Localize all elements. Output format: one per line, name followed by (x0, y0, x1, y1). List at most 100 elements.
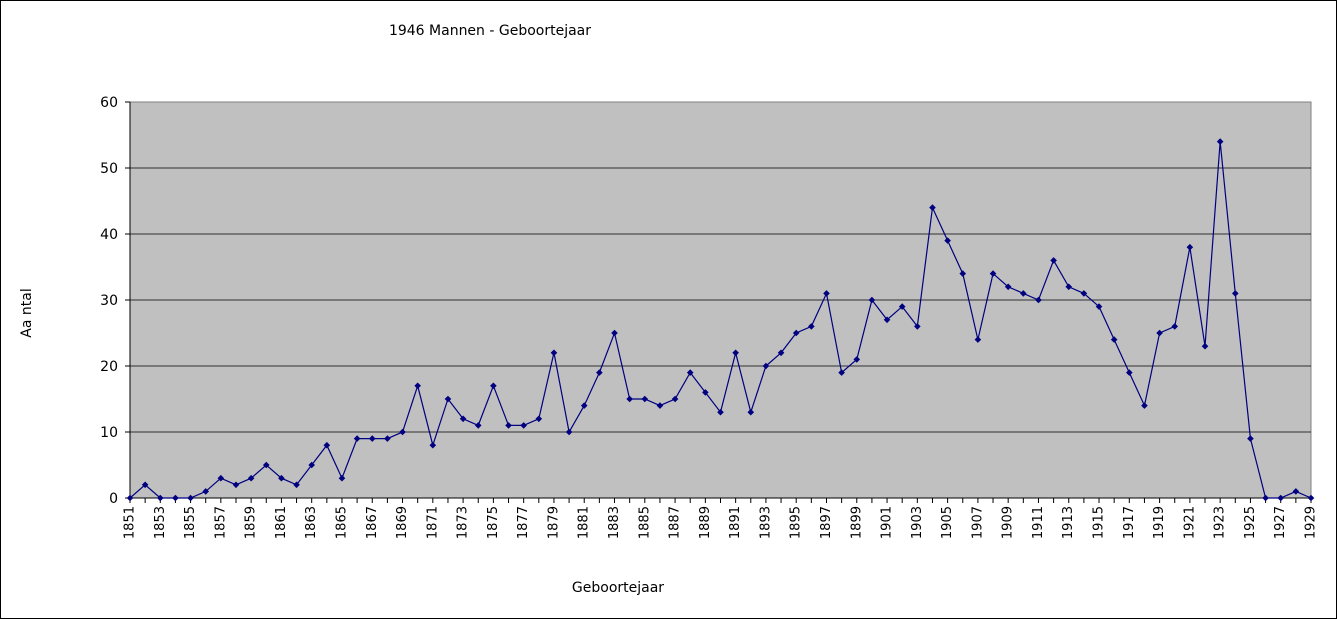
x-tick-label: 1923 (1213, 506, 1228, 539)
x-tick-label: 1897 (819, 506, 834, 539)
data-point (717, 408, 724, 416)
data-point (1201, 342, 1209, 350)
data-point (323, 441, 331, 449)
data-point (172, 494, 179, 502)
x-tick-label: 1867 (365, 506, 380, 539)
data-point (474, 422, 482, 429)
y-tick-label: 30 (100, 293, 118, 309)
x-tick-label: 1917 (1122, 506, 1137, 539)
data-point (656, 402, 664, 409)
x-tick-label: 1873 (456, 506, 471, 539)
data-point (823, 290, 830, 297)
data-point (187, 494, 194, 502)
data-point (989, 270, 997, 277)
y-axis-label: Aa ntal (19, 288, 35, 337)
x-tick-label: 1895 (789, 506, 804, 539)
data-point (278, 474, 285, 482)
grid-lines (130, 167, 1311, 433)
x-tick-label: 1889 (698, 506, 713, 539)
y-tick-label: 50 (100, 161, 118, 177)
data-point (1050, 257, 1057, 264)
data-point (384, 435, 391, 442)
data-point (838, 369, 845, 376)
data-point (959, 270, 967, 277)
x-tick-label: 1861 (274, 506, 289, 539)
x-tick-label: 1925 (1243, 506, 1258, 539)
x-tick-label: 1927 (1273, 506, 1288, 539)
x-tick-label: 1887 (668, 506, 683, 539)
data-point (262, 461, 270, 469)
x-tick-label: 1879 (546, 506, 561, 539)
data-point (1186, 243, 1194, 251)
data-point (883, 316, 891, 324)
data-point (626, 395, 633, 403)
data-point (808, 323, 815, 330)
y-tick-label: 10 (100, 425, 118, 441)
data-point (338, 474, 346, 482)
x-tick-label: 1913 (1061, 506, 1076, 539)
x-tick-label: 1881 (577, 506, 592, 539)
x-tick-label: 1899 (849, 506, 864, 539)
x-axis-ticks: 1851 1853 1855 1857 1859 1861 1863 1865 1867 1869… (123, 498, 1319, 539)
chart-title: 1946 Mannen - Geboortejaar (389, 23, 591, 39)
data-point (141, 481, 149, 489)
data-point (1171, 323, 1179, 330)
data-point (596, 369, 603, 376)
y-tick-label: 0 (109, 491, 118, 507)
data-point (126, 494, 134, 502)
data-point (459, 415, 467, 423)
x-tick-label: 1885 (637, 506, 652, 539)
data-point (974, 336, 982, 343)
data-point (747, 408, 755, 416)
data-point (1277, 494, 1285, 502)
data-point (1035, 296, 1042, 304)
x-tick-label: 1915 (1092, 506, 1107, 539)
data-point (762, 362, 770, 370)
x-tick-label: 1859 (244, 506, 259, 539)
data-point (505, 422, 512, 429)
y-axis-ticks: 0 10 20 30 40 50 60 (100, 95, 130, 507)
data-point (293, 481, 300, 489)
data-point (1004, 283, 1012, 291)
data-point (1126, 369, 1133, 376)
data-point (308, 461, 315, 469)
x-tick-label: 1855 (183, 506, 198, 539)
data-point (1020, 290, 1027, 297)
data-point (368, 435, 376, 442)
data-point (353, 435, 361, 442)
data-point (1065, 283, 1073, 291)
data-point (490, 382, 497, 390)
data-point (914, 323, 921, 330)
data-point (1247, 435, 1254, 442)
data-point (777, 349, 785, 357)
data-point (641, 395, 649, 403)
data-point (732, 349, 739, 357)
data-point (792, 329, 800, 337)
data-point (929, 204, 936, 211)
y-tick-label: 40 (100, 227, 118, 243)
data-point (853, 356, 861, 363)
x-tick-label: 1919 (1152, 506, 1167, 539)
x-tick-label: 1911 (1031, 506, 1046, 539)
x-tick-label: 1869 (395, 506, 410, 539)
data-point (399, 428, 406, 436)
data-point (686, 369, 694, 376)
x-tick-label: 1907 (970, 506, 985, 539)
data-point (1110, 336, 1118, 343)
x-tick-label: 1875 (486, 506, 501, 539)
data-point (535, 415, 543, 423)
data-point (1216, 138, 1224, 145)
data-point (232, 481, 240, 489)
x-tick-label: 1903 (910, 506, 925, 539)
series-markers (126, 138, 1315, 502)
data-point (1141, 402, 1148, 409)
data-point (550, 349, 558, 357)
data-point (611, 329, 618, 337)
x-tick-label: 1883 (607, 506, 622, 539)
x-tick-label: 1863 (304, 506, 319, 539)
data-point (414, 382, 421, 390)
data-point (429, 441, 437, 449)
data-point (868, 296, 876, 304)
x-tick-label: 1877 (516, 506, 531, 539)
